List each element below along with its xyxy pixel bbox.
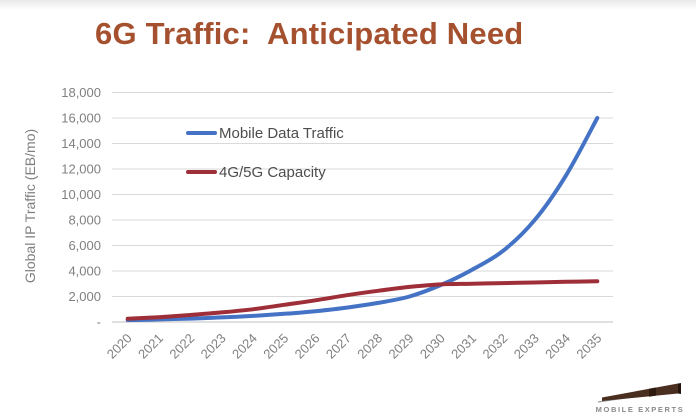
y-tick-label: 6,000 (68, 238, 101, 253)
mobile-experts-logo: Mobile Experts (590, 370, 690, 414)
y-tick-label: 18,000 (61, 85, 101, 100)
top-edge-shade (0, 0, 696, 10)
x-tick-label: 2032 (479, 331, 510, 362)
x-tick-label: 2025 (260, 331, 291, 362)
y-tick-label: - (97, 315, 101, 330)
x-tick-label: 2034 (542, 331, 573, 362)
y-tick-label: 16,000 (61, 111, 101, 126)
x-tick-label: 2028 (354, 331, 385, 362)
y-tick-label: 2,000 (68, 289, 101, 304)
x-tick-label: 2033 (511, 331, 542, 362)
x-tick-label: 2027 (323, 331, 354, 362)
series-line-4g5g-capacity (125, 279, 600, 321)
x-tick-label: 2029 (386, 331, 417, 362)
chart-title: 6G Traffic: Anticipated Need (95, 16, 524, 51)
x-tick-label: 2030 (417, 331, 448, 362)
telescope-icon (597, 383, 681, 403)
x-tick-label: 2024 (229, 331, 260, 362)
x-tick-label: 2022 (166, 331, 197, 362)
y-axis-title: Global IP Traffic (EB/mo) (22, 128, 38, 284)
x-tick-label: 2023 (198, 331, 229, 362)
legend-line-swatch-dark-red (186, 170, 217, 174)
x-tick-label: 2026 (292, 331, 323, 362)
legend-label: Mobile Data Traffic (219, 124, 344, 142)
logo-text: Mobile Experts (595, 405, 685, 414)
y-tick-label: 4,000 (68, 264, 101, 279)
legend-label: 4G/5G Capacity (219, 163, 326, 181)
series-line-mobile-data-traffic (125, 116, 600, 323)
y-tick-label: 10,000 (61, 187, 101, 202)
legend-item-mobile-data-traffic: Mobile Data Traffic (186, 123, 344, 143)
x-tick-label: 2021 (135, 331, 166, 362)
x-tick-label: 2031 (448, 331, 479, 362)
y-tick-label: 8,000 (68, 213, 101, 228)
x-tick-label: 2020 (104, 331, 135, 362)
y-tick-label: 14,000 (61, 136, 101, 151)
legend-line-swatch-blue (186, 131, 217, 135)
x-tick-label: 2035 (573, 331, 604, 362)
legend-item-4g5g-capacity: 4G/5G Capacity (186, 162, 326, 182)
y-tick-label: 12,000 (61, 162, 101, 177)
